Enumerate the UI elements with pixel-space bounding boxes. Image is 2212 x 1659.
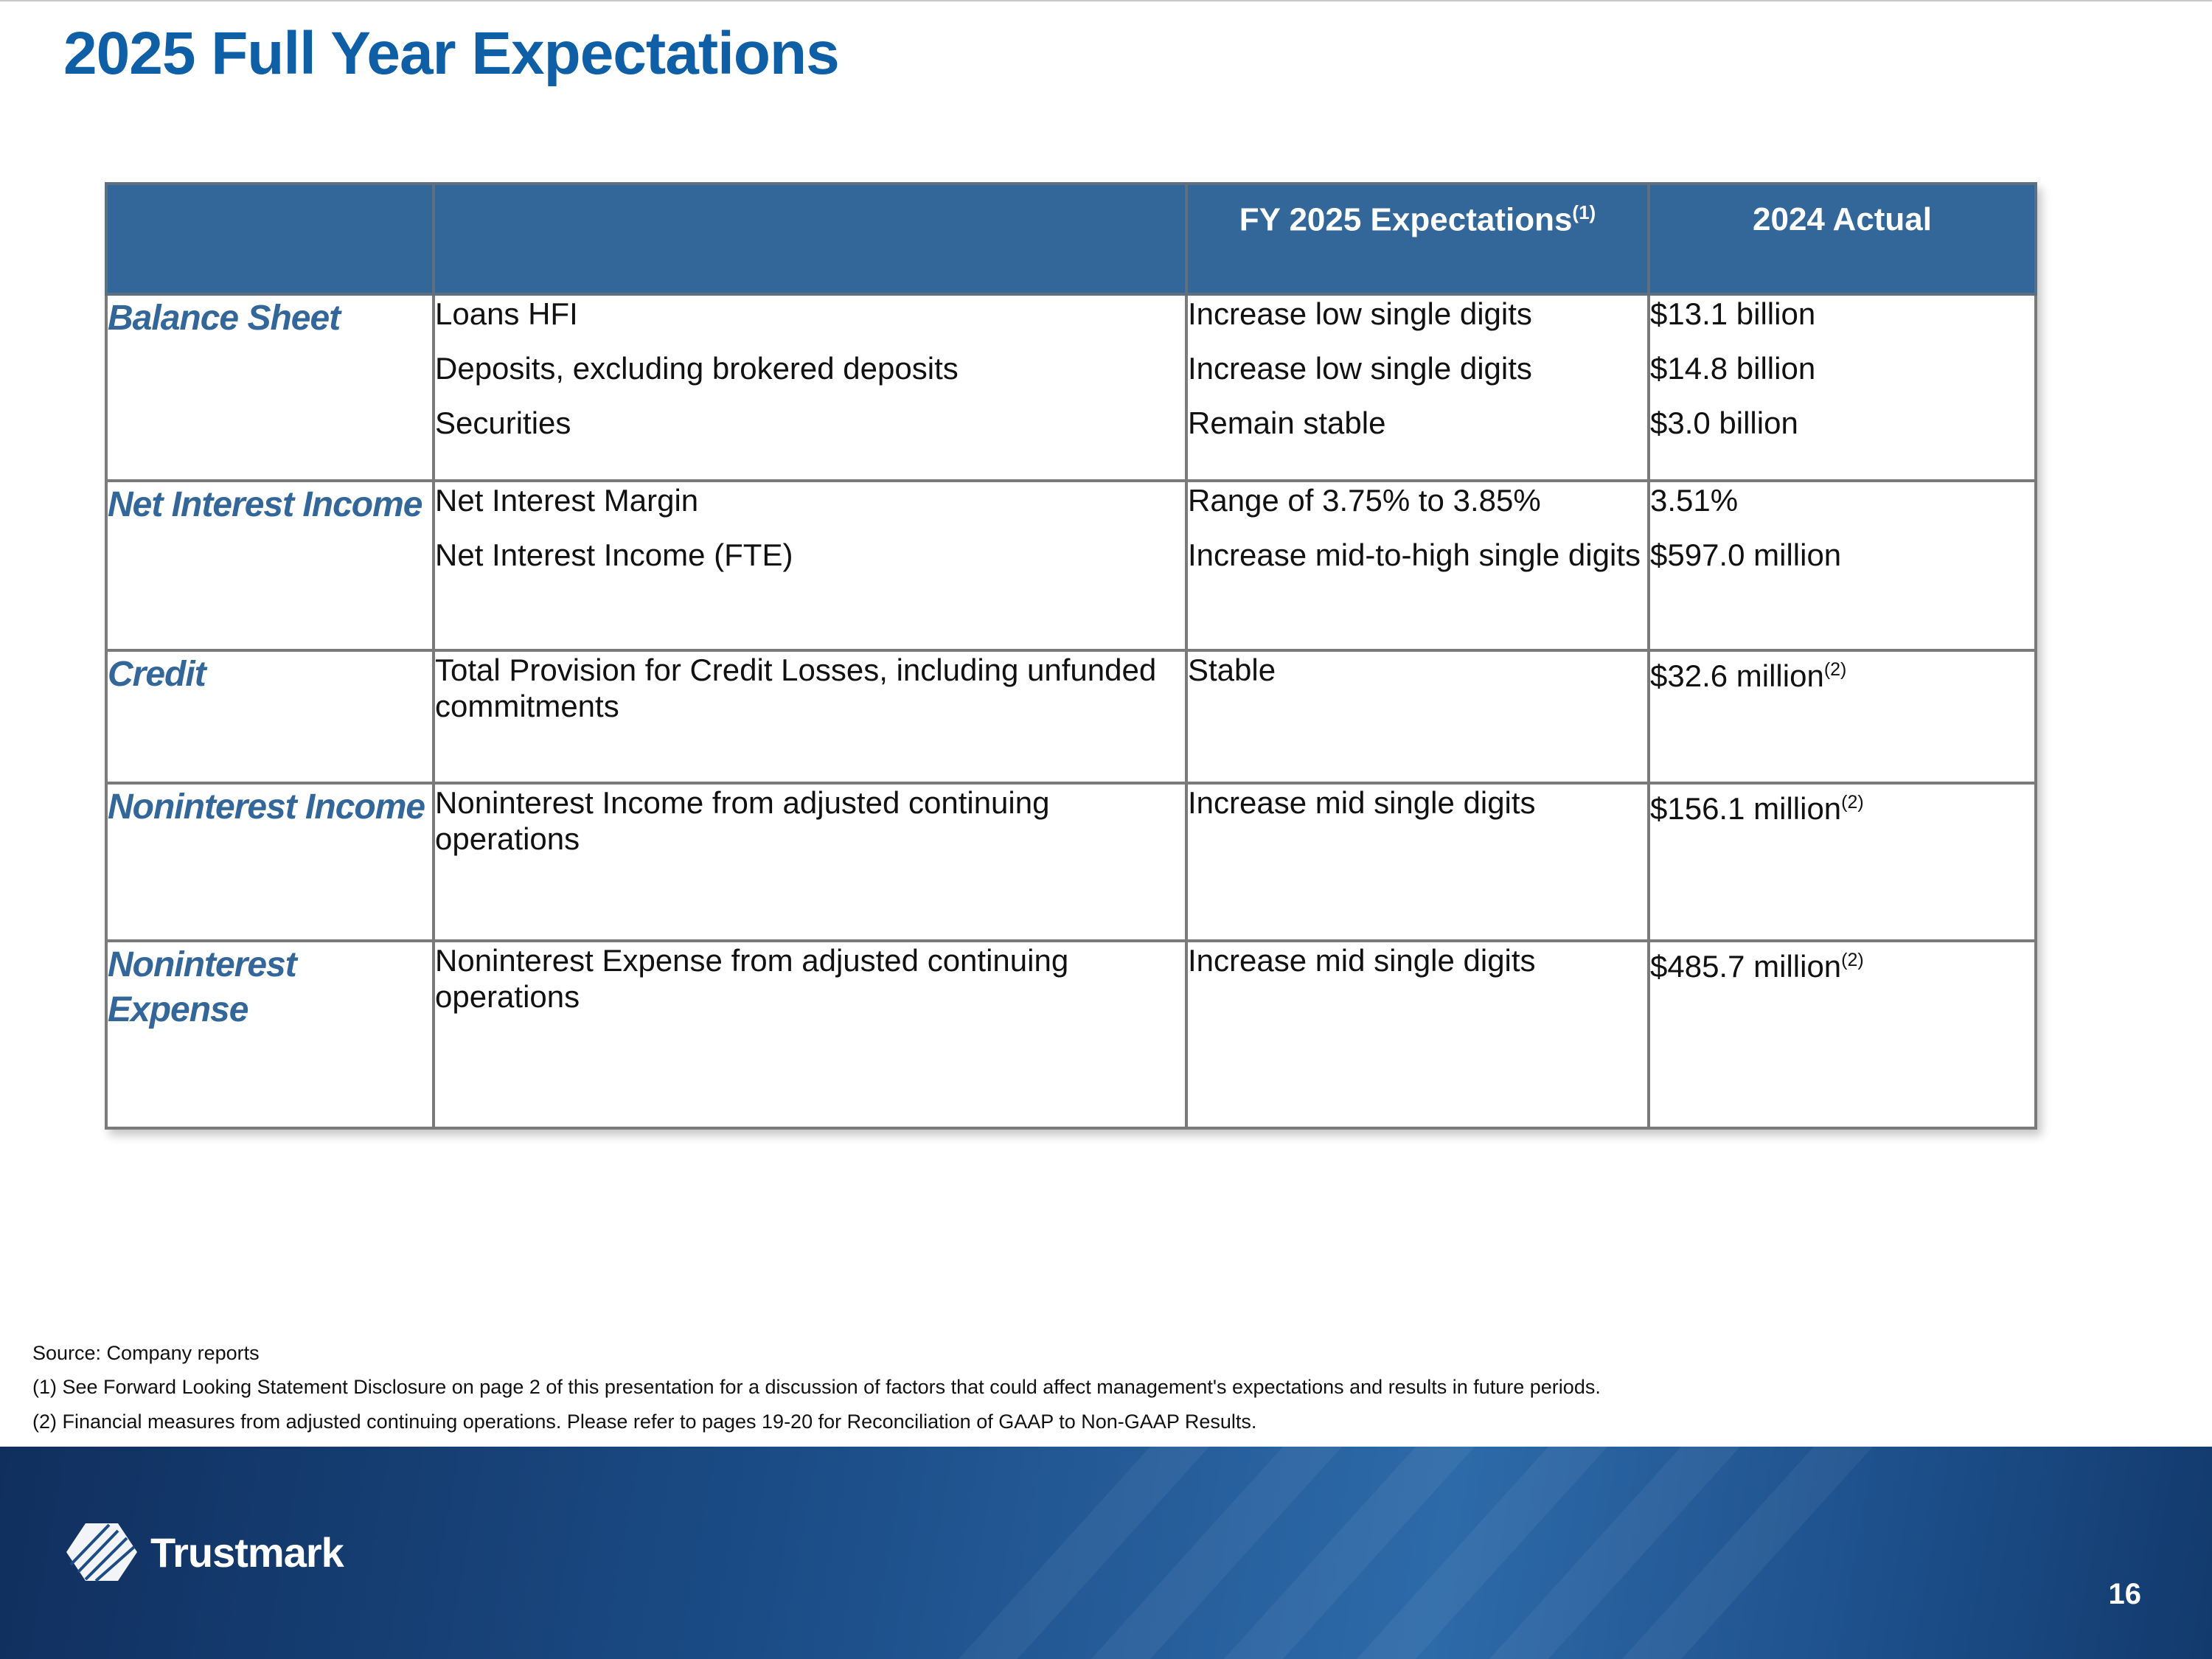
- expectation-cell: Range of 3.75% to 3.85% Increase mid-to-…: [1185, 479, 1650, 652]
- footnote-ref: (2): [1823, 659, 1847, 680]
- source-note: Source: Company reports: [32, 1342, 260, 1364]
- actual-cell: $485.7 million(2): [1647, 939, 2037, 1130]
- metric-text: Noninterest Income from adjusted continu…: [435, 785, 1050, 856]
- expectation-text: Increase mid single digits: [1188, 785, 1536, 820]
- category-noninterest-expense: Noninterest Expense: [105, 939, 435, 1130]
- metric-text: Noninterest Expense from adjusted contin…: [435, 943, 1069, 1014]
- footnote-2: (2) Financial measures from adjusted con…: [32, 1411, 1257, 1433]
- metric-text: Net Interest Income (FTE): [435, 538, 793, 572]
- metric-cell: Noninterest Income from adjusted continu…: [432, 782, 1188, 942]
- metric-text: Deposits, excluding brokered deposits: [435, 351, 959, 386]
- actual-value-text: $32.6 million: [1650, 658, 1824, 693]
- header-fy2025-note: (1): [1572, 201, 1596, 223]
- expectation-text: Increase low single digits: [1188, 351, 1532, 386]
- table-header-row: FY 2025 Expectations(1) 2024 Actual: [105, 182, 2037, 296]
- header-fy2025-label: FY 2025 Expectations: [1239, 201, 1573, 238]
- footnote-1: (1) See Forward Looking Statement Disclo…: [32, 1376, 1601, 1398]
- metric-text: Total Provision for Credit Losses, inclu…: [435, 653, 1157, 723]
- expectation-cell: Increase mid single digits: [1185, 939, 1650, 1130]
- actual-value: $597.0 million: [1650, 538, 1842, 572]
- top-rule: [0, 0, 2212, 1]
- actual-value: $14.8 billion: [1650, 351, 1816, 386]
- footnote-ref: (2): [1841, 792, 1864, 813]
- expectation-cell: Increase low single digits Increase low …: [1185, 293, 1650, 482]
- header-2024-actual: 2024 Actual: [1647, 182, 2037, 296]
- category-net-interest-income: Net Interest Income: [105, 479, 435, 652]
- expectation-text: Increase low single digits: [1188, 296, 1532, 331]
- page-number: 16: [2108, 1578, 2142, 1610]
- actual-value: 3.51%: [1650, 483, 1739, 518]
- metric-cell: Loans HFI Deposits, excluding brokered d…: [432, 293, 1188, 482]
- expectation-cell: Increase mid single digits: [1185, 782, 1650, 942]
- actual-value-text: $485.7 million: [1650, 949, 1842, 984]
- table-row: Noninterest Expense Noninterest Expense …: [105, 939, 2037, 1130]
- expectations-table: FY 2025 Expectations(1) 2024 Actual Bala…: [105, 182, 2037, 1130]
- metric-text: Securities: [435, 406, 571, 440]
- actual-cell: $13.1 billion $14.8 billion $3.0 billion: [1647, 293, 2037, 482]
- trustmark-logo-icon: [66, 1523, 137, 1582]
- header-category: [105, 182, 435, 296]
- metric-text: Net Interest Margin: [435, 483, 699, 518]
- expectation-text: Increase mid-to-high single digits: [1188, 538, 1641, 572]
- footer-decoration: [959, 1447, 1873, 1659]
- metric-cell: Noninterest Expense from adjusted contin…: [432, 939, 1188, 1130]
- expectation-cell: Stable: [1185, 649, 1650, 785]
- expectation-text: Remain stable: [1188, 406, 1386, 440]
- table-row: Balance Sheet Loans HFI Deposits, exclud…: [105, 293, 2037, 482]
- trustmark-logo: Trustmark: [63, 1519, 344, 1585]
- metric-cell: Total Provision for Credit Losses, inclu…: [432, 649, 1188, 785]
- actual-cell: $32.6 million(2): [1647, 649, 2037, 785]
- expectation-text: Range of 3.75% to 3.85%: [1188, 483, 1541, 518]
- actual-value: $485.7 million(2): [1650, 942, 2034, 984]
- metric-cell: Net Interest Margin Net Interest Income …: [432, 479, 1188, 652]
- table-row: Credit Total Provision for Credit Losses…: [105, 649, 2037, 785]
- brand-name: Trustmark: [150, 1528, 344, 1576]
- category-balance-sheet: Balance Sheet: [105, 293, 435, 482]
- actual-value: $32.6 million(2): [1650, 652, 2034, 694]
- footer-band: Trustmark 16: [0, 1447, 2212, 1659]
- actual-value-text: $156.1 million: [1650, 791, 1842, 826]
- header-metric: [432, 182, 1188, 296]
- footnote-ref: (2): [1841, 950, 1864, 970]
- expectation-text: Stable: [1188, 653, 1276, 687]
- table-row: Net Interest Income Net Interest Margin …: [105, 479, 2037, 652]
- header-fy2025: FY 2025 Expectations(1): [1185, 182, 1650, 296]
- actual-value: $3.0 billion: [1650, 406, 1798, 440]
- actual-cell: $156.1 million(2): [1647, 782, 2037, 942]
- expectation-text: Increase mid single digits: [1188, 943, 1536, 978]
- metric-text: Loans HFI: [435, 296, 578, 331]
- actual-value: $13.1 billion: [1650, 296, 1816, 331]
- table-row: Noninterest Income Noninterest Income fr…: [105, 782, 2037, 942]
- page-title: 2025 Full Year Expectations: [63, 20, 840, 87]
- category-noninterest-income: Noninterest Income: [105, 782, 435, 942]
- category-credit: Credit: [105, 649, 435, 785]
- actual-cell: 3.51% $597.0 million: [1647, 479, 2037, 652]
- actual-value: $156.1 million(2): [1650, 785, 2034, 827]
